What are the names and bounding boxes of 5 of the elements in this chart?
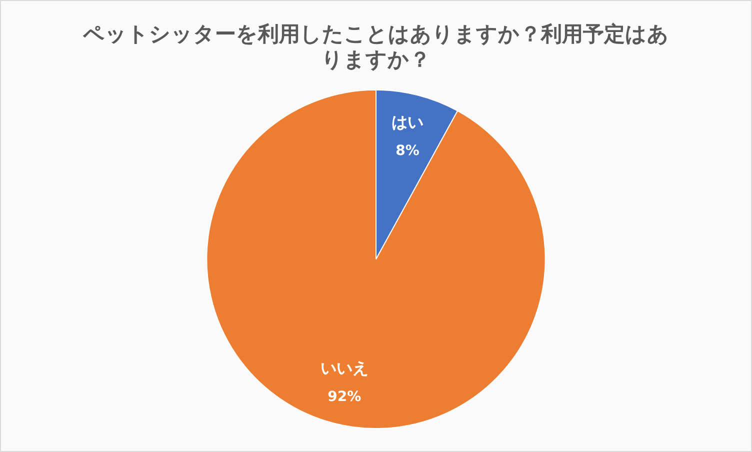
- data-label: 92%: [328, 388, 362, 405]
- data-label: 8%: [396, 142, 420, 159]
- slice-label: いいえ: [320, 358, 368, 378]
- chart-title: ペットシッターを利用したことはありますか？利用予定はありますか？: [82, 22, 669, 72]
- slice-label: はい: [392, 112, 424, 132]
